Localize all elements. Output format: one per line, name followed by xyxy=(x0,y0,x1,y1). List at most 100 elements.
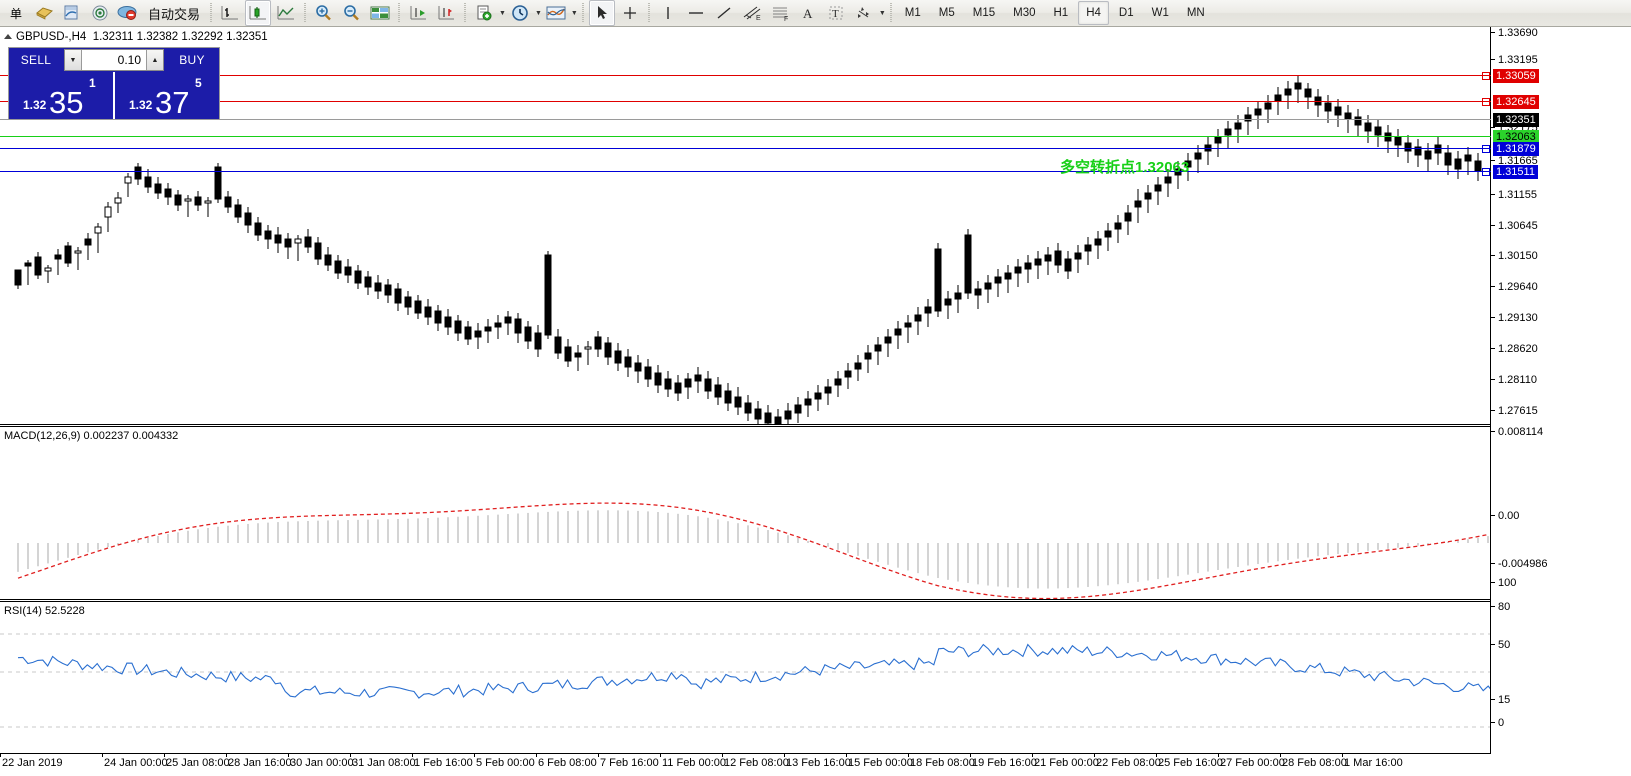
macd-pane[interactable] xyxy=(0,427,1491,600)
price-scale-tick: 1.30150 xyxy=(1491,250,1538,262)
new-order-button[interactable]: 单 xyxy=(3,0,29,26)
timeframe-w1[interactable]: W1 xyxy=(1151,7,1169,19)
horizontal-line[interactable] xyxy=(0,148,1491,149)
price-scale-tick: -0.004986 xyxy=(1491,558,1548,570)
time-axis-label: 19 Feb 16:00 xyxy=(972,757,1037,769)
horizontal-line-handle[interactable] xyxy=(1482,98,1490,106)
time-axis-tick xyxy=(722,754,723,757)
time-axis-label: 5 Feb 00:00 xyxy=(476,757,535,769)
horizontal-line-handle[interactable] xyxy=(1482,168,1490,176)
main-toolbar: 单 自动交易 xyxy=(0,0,1631,27)
timeframe-m15[interactable]: M15 xyxy=(972,7,996,19)
horizontal-line[interactable] xyxy=(0,119,1491,120)
trade-panel-prices: 1.32 35 1 1.32 37 5 xyxy=(9,72,219,119)
horizontal-line[interactable] xyxy=(0,136,1491,137)
price-scale-tick: 1.28110 xyxy=(1491,374,1537,386)
trade-panel-top-row: SELL ▼ 0.10 ▲ BUY xyxy=(9,48,219,72)
time-axis-tick xyxy=(226,754,227,757)
time-axis-label: 31 Jan 08:00 xyxy=(352,757,416,769)
sell-price-prefix: 1.32 xyxy=(23,98,47,112)
horizontal-line-icon[interactable] xyxy=(683,0,709,26)
price-scale[interactable]: 1.33690 1.33195 1.33059 1.32645 1.32351 1.321… xyxy=(1491,27,1631,776)
timeframe-mn[interactable]: MN xyxy=(1186,7,1205,19)
timeframe-m1[interactable]: M1 xyxy=(904,7,921,19)
horizontal-line-handle[interactable] xyxy=(1482,72,1490,80)
volume-increase-icon[interactable]: ▲ xyxy=(146,50,163,70)
timeframe-h4[interactable]: H4 xyxy=(1078,1,1109,25)
timeframe-d1[interactable]: D1 xyxy=(1118,7,1134,19)
price-scale-tick: 1.31665 xyxy=(1491,155,1538,167)
vertical-line-icon[interactable] xyxy=(655,0,681,26)
time-axis-tick xyxy=(536,754,537,757)
toolbar-separator xyxy=(210,3,213,23)
horizontal-line[interactable] xyxy=(0,171,1491,172)
time-axis-tick xyxy=(1156,754,1157,757)
buy-price-fraction: 5 xyxy=(195,76,202,90)
indicators-dropdown-arrow[interactable]: ▼ xyxy=(570,9,578,17)
sell-button[interactable]: SELL xyxy=(20,53,52,67)
sell-price-block[interactable]: 1.32 35 1 xyxy=(9,72,115,119)
timeframe-m5[interactable]: M5 xyxy=(938,7,955,19)
templates-dropdown-arrow[interactable]: ▼ xyxy=(499,9,506,17)
time-axis-tick xyxy=(1342,754,1343,757)
time-axis-tick xyxy=(1218,754,1219,757)
trendline-icon[interactable] xyxy=(711,0,737,26)
horizontal-line[interactable] xyxy=(0,75,1491,76)
chart-symbol-header: GBPUSD-,H4 1.32311 1.32382 1.32292 1.323… xyxy=(4,31,268,43)
timeframe-h1[interactable]: H1 xyxy=(1053,7,1069,19)
fibonacci-icon[interactable]: F xyxy=(767,0,793,26)
time-axis-tick xyxy=(1094,754,1095,757)
pane-divider xyxy=(0,601,1631,602)
equidistant-channel-icon[interactable]: E xyxy=(739,0,765,26)
cursor-icon[interactable] xyxy=(588,0,615,26)
zoom-out-icon[interactable] xyxy=(339,0,365,26)
crosshair-icon[interactable] xyxy=(617,0,643,26)
chart-collapse-icon[interactable] xyxy=(4,34,12,39)
price-scale-tick: 1.30645 xyxy=(1491,220,1538,232)
volume-decrease-icon[interactable]: ▼ xyxy=(65,50,82,70)
price-pane[interactable] xyxy=(0,27,1491,425)
candlestick-chart-icon[interactable] xyxy=(245,0,272,26)
toolbar-separator xyxy=(647,3,650,23)
auto-trading-button[interactable]: 自动交易 xyxy=(143,0,205,26)
toolbar-separator xyxy=(398,3,401,23)
price-scale-tick: 0.008114 xyxy=(1491,426,1543,438)
chart-shift-icon[interactable] xyxy=(433,0,459,26)
time-axis-tick xyxy=(350,754,351,757)
one-click-trading-panel[interactable]: SELL ▼ 0.10 ▲ BUY 1.32 35 1 1.32 37 5 xyxy=(8,47,220,120)
objects-dropdown-arrow[interactable]: ▼ xyxy=(878,9,886,17)
period-dropdown-arrow[interactable]: ▼ xyxy=(534,9,542,17)
zoom-in-icon[interactable] xyxy=(311,0,337,26)
period-icon[interactable] xyxy=(507,0,533,26)
rsi-label: RSI(14) 52.5228 xyxy=(4,605,85,617)
pane-divider xyxy=(0,599,1631,600)
price-scale-tick: 1.27615 xyxy=(1491,405,1538,417)
volume-stepper[interactable]: ▼ 0.10 ▲ xyxy=(64,49,164,71)
chart-area[interactable]: 多空转折点1.32063 MACD(12,26,9) 0.002237 0.00… xyxy=(0,27,1631,776)
text-icon[interactable]: T xyxy=(823,0,849,26)
buy-button[interactable]: BUY xyxy=(179,53,205,67)
price-scale-tag: 1.32645 xyxy=(1493,95,1539,109)
line-chart-icon[interactable] xyxy=(273,0,299,26)
macd-label: MACD(12,26,9) 0.002237 0.004332 xyxy=(4,430,179,442)
indicators-icon[interactable] xyxy=(543,0,569,26)
templates-icon[interactable] xyxy=(471,0,497,26)
terminal-icon[interactable] xyxy=(115,0,141,26)
timeframe-m30[interactable]: M30 xyxy=(1013,7,1036,19)
text-label-icon[interactable]: A xyxy=(795,0,821,26)
time-axis-tick xyxy=(474,754,475,757)
volume-input[interactable]: 0.10 xyxy=(82,50,146,70)
objects-icon[interactable] xyxy=(851,0,877,26)
bar-chart-icon[interactable] xyxy=(217,0,243,26)
price-scale-tick: 1.29640 xyxy=(1491,281,1538,293)
tile-windows-icon[interactable] xyxy=(367,0,393,26)
data-window-icon[interactable] xyxy=(59,0,85,26)
scroll-chart-icon[interactable] xyxy=(405,0,431,26)
rsi-pane[interactable] xyxy=(0,602,1491,753)
horizontal-line-handle[interactable] xyxy=(1482,145,1490,153)
svg-text:E: E xyxy=(756,15,761,22)
buy-price-block[interactable]: 1.32 37 5 xyxy=(115,72,219,119)
horizontal-line[interactable] xyxy=(0,101,1491,102)
market-watch-icon[interactable] xyxy=(31,0,57,26)
navigator-icon[interactable] xyxy=(87,0,113,26)
